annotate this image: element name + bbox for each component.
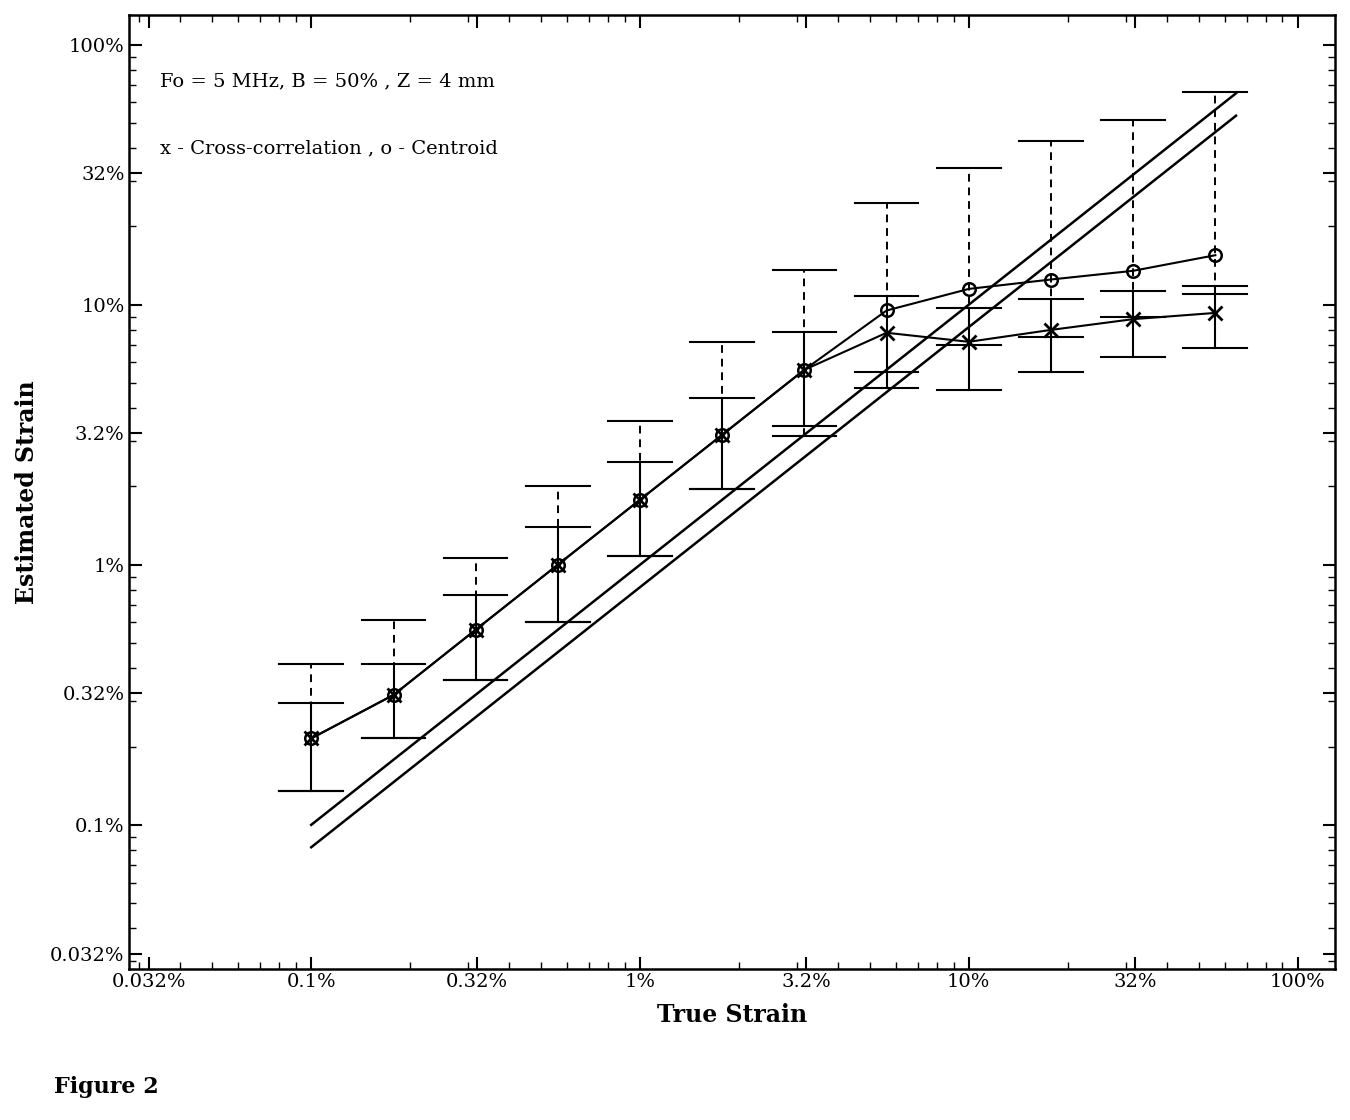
Text: x - Cross-correlation , o - Centroid: x - Cross-correlation , o - Centroid — [159, 139, 498, 157]
Text: Fo = 5 MHz, B = 50% , Z = 4 mm: Fo = 5 MHz, B = 50% , Z = 4 mm — [159, 72, 494, 91]
Text: Figure 2: Figure 2 — [54, 1075, 159, 1098]
Y-axis label: Estimated Strain: Estimated Strain — [15, 380, 39, 604]
X-axis label: True Strain: True Strain — [657, 1002, 807, 1027]
